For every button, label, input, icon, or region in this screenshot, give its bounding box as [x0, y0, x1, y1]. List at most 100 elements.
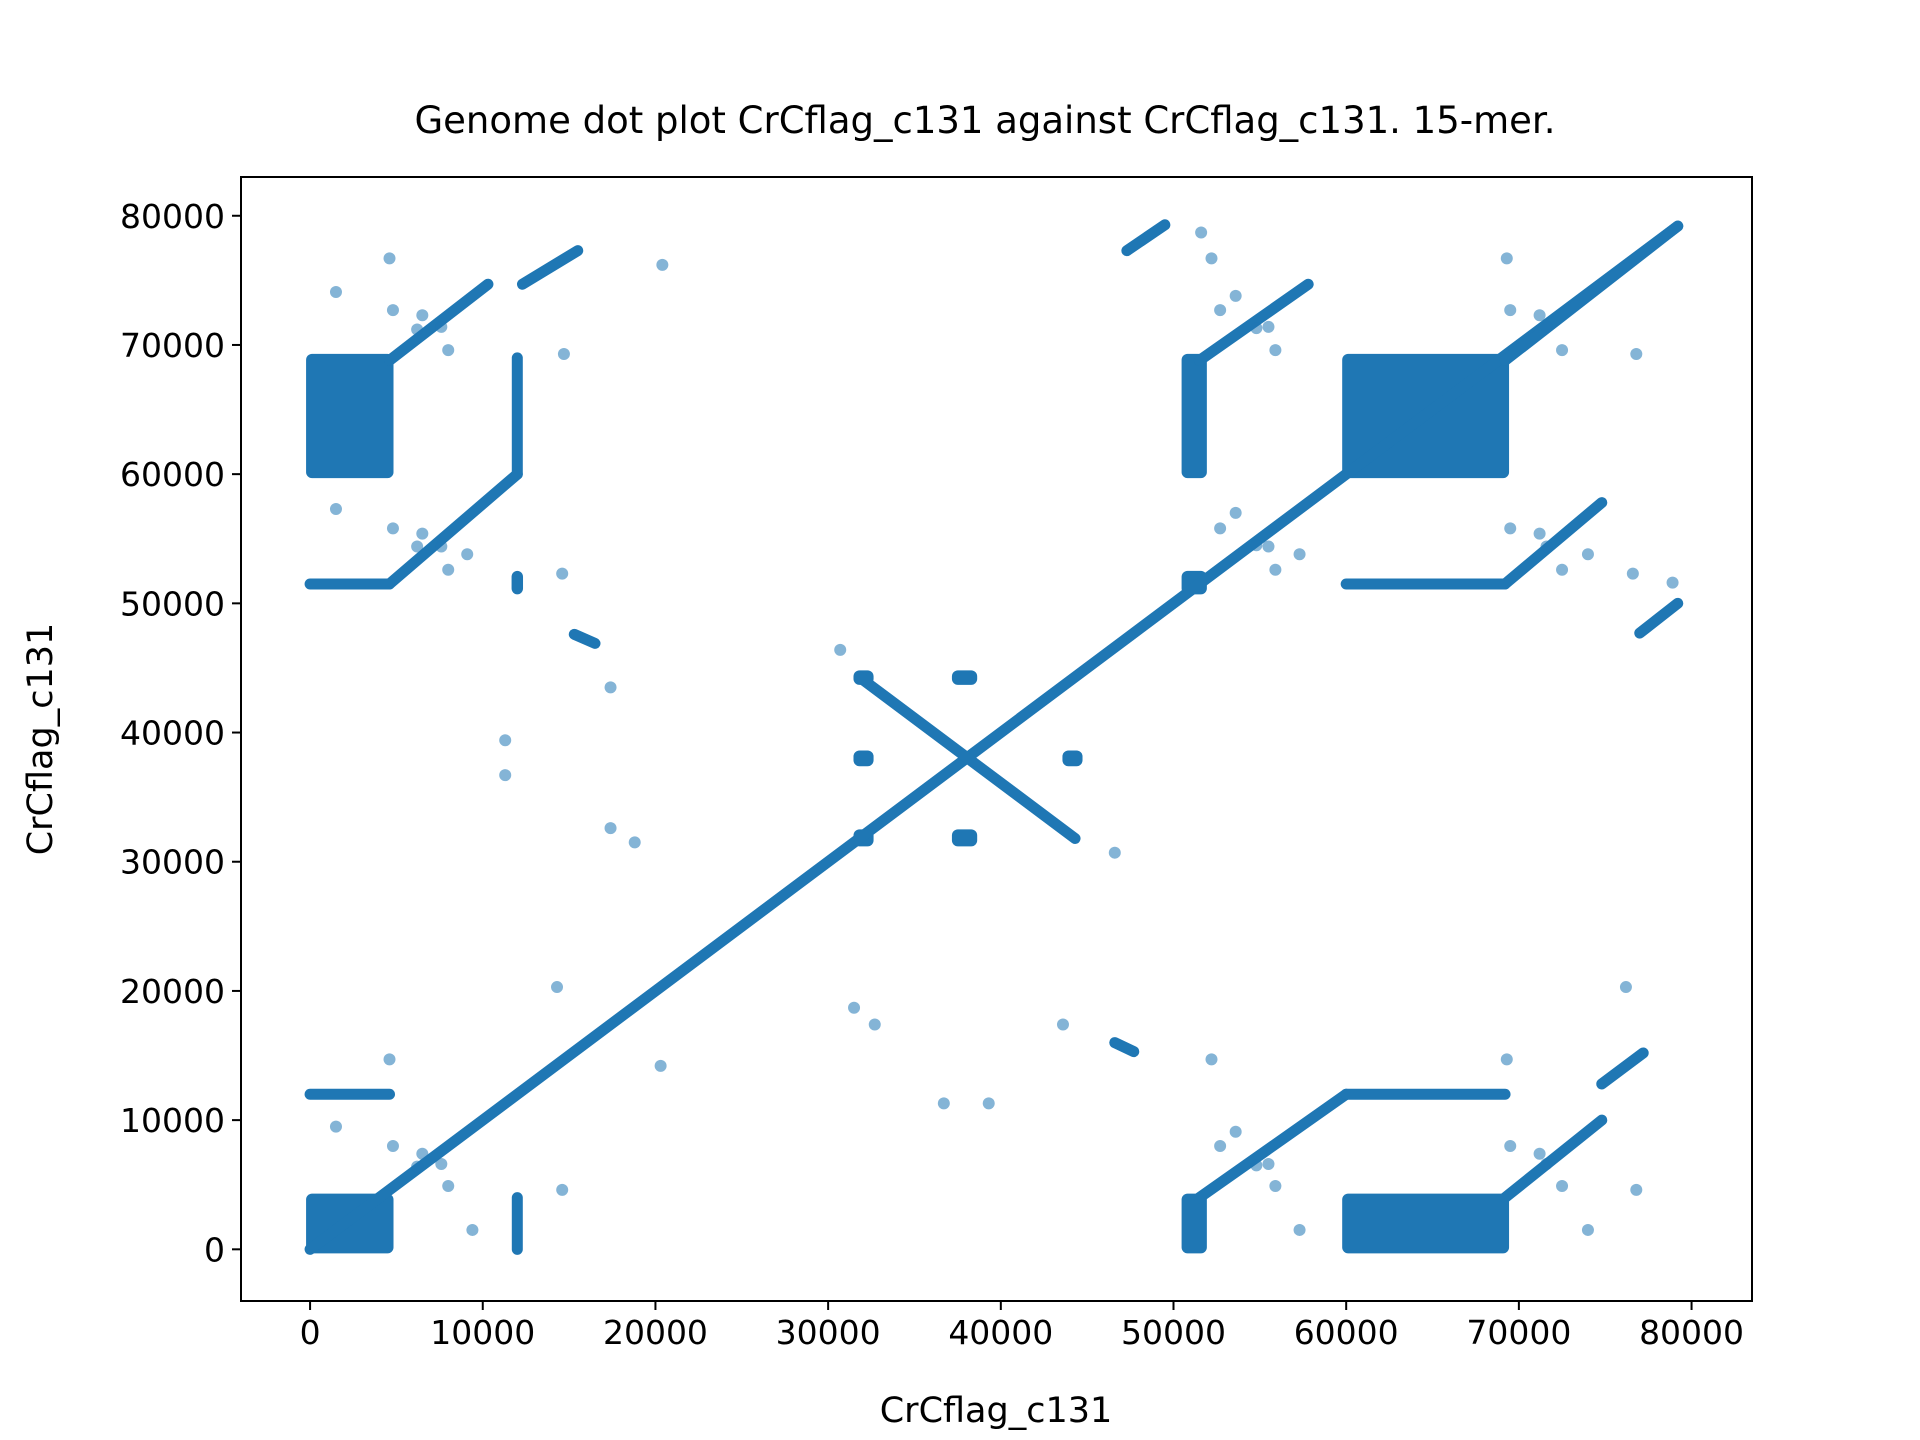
y-tick-label: 40000: [120, 714, 225, 753]
dot-point: [628, 836, 641, 849]
y-tick-label: 10000: [120, 1101, 225, 1140]
dot-point: [868, 1018, 881, 1031]
dot-point: [1250, 539, 1263, 552]
match-line: [1109, 1037, 1140, 1058]
dot-point: [656, 258, 669, 271]
dot-point: [1250, 1159, 1263, 1172]
dot-point: [1108, 846, 1121, 859]
dot-block: [951, 670, 978, 685]
dot-point: [466, 1223, 479, 1236]
y-tick-label: 0: [204, 1230, 225, 1269]
dot-point: [556, 1183, 569, 1196]
dot-point: [386, 304, 399, 317]
match-line: [304, 220, 1684, 1255]
dot-point: [499, 734, 512, 747]
dot-point: [1195, 226, 1208, 239]
dot-point: [1262, 1158, 1275, 1171]
dot-point: [1540, 540, 1553, 553]
dot-point: [411, 540, 424, 553]
match-line: [1499, 1114, 1608, 1204]
dot-point: [1269, 563, 1282, 576]
dot-block: [1181, 1193, 1207, 1254]
dot-point: [386, 522, 399, 535]
dot-point: [604, 822, 617, 835]
y-axis-label: CrCflag_c131: [21, 623, 61, 856]
x-tick-label: 50000: [1121, 1313, 1226, 1352]
dot-block: [511, 570, 524, 595]
x-axis: 0 10000 20000 30000 40000 50000 60000 70000 8000…: [300, 1301, 1744, 1352]
dot-point: [435, 320, 448, 333]
dot-block: [951, 829, 978, 847]
dot-point: [982, 1097, 995, 1110]
dot-point: [1229, 289, 1242, 302]
match-line: [1193, 1088, 1352, 1204]
y-tick-label: 20000: [120, 972, 225, 1011]
dot-point: [1533, 527, 1546, 540]
x-tick-label: 60000: [1294, 1313, 1399, 1352]
dot-point: [556, 567, 569, 580]
plot-area-frame: [240, 176, 1753, 1302]
dot-point: [557, 347, 570, 360]
dot-point: [1540, 1158, 1553, 1171]
dot-block: [1062, 750, 1083, 767]
dot-point: [386, 1139, 399, 1152]
dot-block: [1181, 353, 1207, 479]
dot-point: [1630, 1183, 1643, 1196]
dot-block: [853, 750, 874, 767]
dot-point: [551, 981, 564, 994]
dot-point: [1504, 1139, 1517, 1152]
dot-point: [416, 1147, 429, 1160]
dot-point: [383, 252, 396, 265]
x-tick-label: 40000: [948, 1313, 1053, 1352]
dot-point: [1540, 320, 1553, 333]
dot-point: [1533, 1147, 1546, 1160]
dot-point: [411, 323, 424, 336]
dot-point: [1619, 981, 1632, 994]
dot-point: [411, 1160, 424, 1173]
dot-point: [442, 1180, 455, 1193]
dot-point: [604, 681, 617, 694]
dot-point: [329, 503, 342, 516]
x-tick-label: 70000: [1466, 1313, 1571, 1352]
dot-point: [1666, 576, 1679, 589]
y-axis: 0 10000 20000 30000 40000 50000 60000 70000 8000…: [120, 197, 241, 1269]
dot-point: [1269, 344, 1282, 357]
x-tick-label: 20000: [603, 1313, 708, 1352]
dot-point: [834, 643, 847, 656]
dot-point: [1262, 320, 1275, 333]
dot-point: [1556, 344, 1569, 357]
dot-point: [461, 548, 474, 561]
match-line: [853, 671, 1081, 844]
x-tick-label: 30000: [776, 1313, 881, 1352]
dot-point: [416, 309, 429, 322]
match-line: [1596, 1047, 1649, 1090]
y-tick-label: 60000: [120, 455, 225, 494]
dot-point: [1504, 304, 1517, 317]
x-tick-label: 80000: [1639, 1313, 1744, 1352]
match-line: [1499, 220, 1684, 366]
dot-point: [1293, 548, 1306, 561]
dot-point: [435, 1158, 448, 1171]
dot-point: [416, 527, 429, 540]
dot-point: [1581, 548, 1594, 561]
dot-point: [383, 1053, 396, 1066]
dot-point: [1293, 1223, 1306, 1236]
match-line: [1499, 497, 1608, 590]
dot-point: [1500, 1053, 1513, 1066]
dot-point: [1626, 567, 1639, 580]
dot-point: [1500, 252, 1513, 265]
dot-point: [1630, 347, 1643, 360]
match-line: [568, 628, 601, 649]
dot-point: [1205, 252, 1218, 265]
dot-point: [329, 1120, 342, 1133]
x-tick-label: 10000: [430, 1313, 535, 1352]
y-tick-label: 70000: [120, 326, 225, 365]
dot-point: [435, 540, 448, 553]
dot-point: [654, 1059, 667, 1072]
match-line: [384, 468, 523, 590]
dot-point: [848, 1001, 861, 1014]
dot-point: [937, 1097, 950, 1110]
match-line: [516, 245, 584, 290]
dot-point: [1581, 1223, 1594, 1236]
